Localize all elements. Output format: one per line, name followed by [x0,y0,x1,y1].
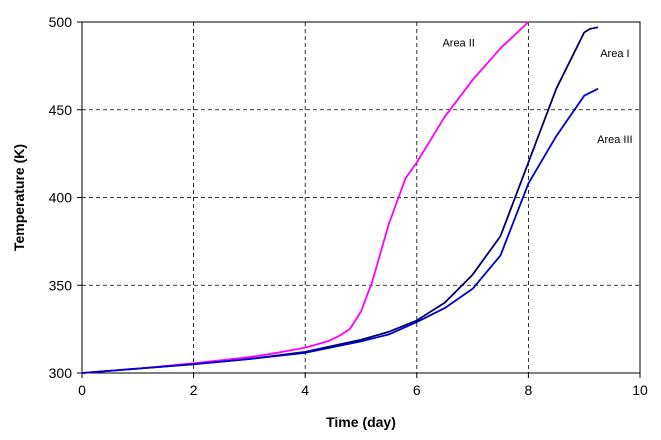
series-annotation: Area III [597,134,632,146]
plot-frame [81,21,641,374]
x-tick-label: 10 [632,382,648,398]
series-annotation: Area I [600,48,629,60]
x-tick-label: 8 [525,382,533,398]
x-tick-label: 0 [78,382,86,398]
y-tick-label: 350 [49,277,73,293]
y-tick-label: 300 [49,365,73,381]
series-lines [81,21,599,374]
series-annotations: Area II Area I Area III [442,38,632,147]
series-annotation: Area II [442,38,474,50]
x-tick-label: 2 [190,382,198,398]
series-line-area-iii [81,87,599,374]
series-line-area-i [81,26,599,374]
x-tick-label: 6 [413,382,421,398]
y-axis-title: Temperature (K) [11,144,27,251]
axis-ticks: 0 2 4 6 8 10 300 350 400 450 500 [49,14,648,398]
y-tick-label: 500 [49,14,73,30]
series-line-area-ii [81,21,530,374]
grid-lines [82,22,640,373]
x-axis-title: Time (day) [326,414,396,430]
x-tick-label: 4 [301,382,309,398]
y-tick-label: 400 [49,190,73,206]
y-tick-label: 450 [49,102,73,118]
